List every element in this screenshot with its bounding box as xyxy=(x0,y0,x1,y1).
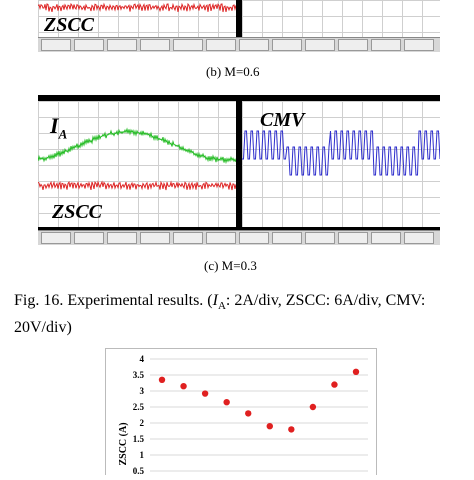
y-tick-label: 4 xyxy=(140,354,145,364)
ia-label-c: IA xyxy=(50,113,67,142)
zscc-label-c: ZSCC xyxy=(52,201,102,224)
scope-b-screen-right xyxy=(242,0,440,38)
zscc-label-b: ZSCC xyxy=(44,14,94,37)
cmv-trace-c xyxy=(242,131,440,175)
data-point xyxy=(331,381,337,387)
ia-label-sub: A xyxy=(59,126,68,141)
scope-c-screen-right: CMV xyxy=(242,101,440,227)
scope-b-button-bar xyxy=(38,37,440,52)
data-point xyxy=(310,404,316,410)
scope-c-button-bar xyxy=(38,230,440,245)
zscc-chart-svg: ZSCC (A) 43.532.521.510.5 xyxy=(106,349,376,475)
data-point xyxy=(180,383,186,389)
figure-caption: Fig. 16. Experimental results. (IA: 2A/d… xyxy=(14,290,464,338)
scope-panel-b: ZSCC xyxy=(38,0,440,52)
data-point xyxy=(353,369,359,375)
data-point xyxy=(267,423,273,429)
y-tick-label: 1.5 xyxy=(133,434,145,444)
data-point xyxy=(159,377,165,383)
y-tick-label: 2 xyxy=(140,418,145,428)
scope-c-screen-left: IA ZSCC xyxy=(38,101,236,227)
caption-panel-c: (c) M=0.3 xyxy=(204,258,257,274)
data-point xyxy=(223,399,229,405)
ia-trace-c xyxy=(38,129,236,162)
y-tick-label: 3.5 xyxy=(133,370,145,380)
ia-label-main: I xyxy=(50,113,59,138)
scope-panel-c: IA ZSCC CMV xyxy=(38,95,440,245)
y-tick-label: 2.5 xyxy=(133,402,145,412)
data-point xyxy=(202,390,208,396)
caption-panel-b: (b) M=0.6 xyxy=(206,64,260,80)
y-tick-label: 3 xyxy=(140,386,145,396)
cmv-label-c: CMV xyxy=(260,109,304,132)
zscc-chart: ZSCC (A) 4 3.5 3 2.5 2 1.5 1 0.5 xyxy=(105,348,377,475)
y-axis-label: ZSCC (A) xyxy=(118,422,129,465)
y-tick-label: 1 xyxy=(140,450,145,460)
zscc-trace-c xyxy=(38,182,236,190)
scope-b-screen-left: ZSCC xyxy=(38,0,236,38)
data-point xyxy=(245,410,251,416)
data-point xyxy=(288,426,294,432)
